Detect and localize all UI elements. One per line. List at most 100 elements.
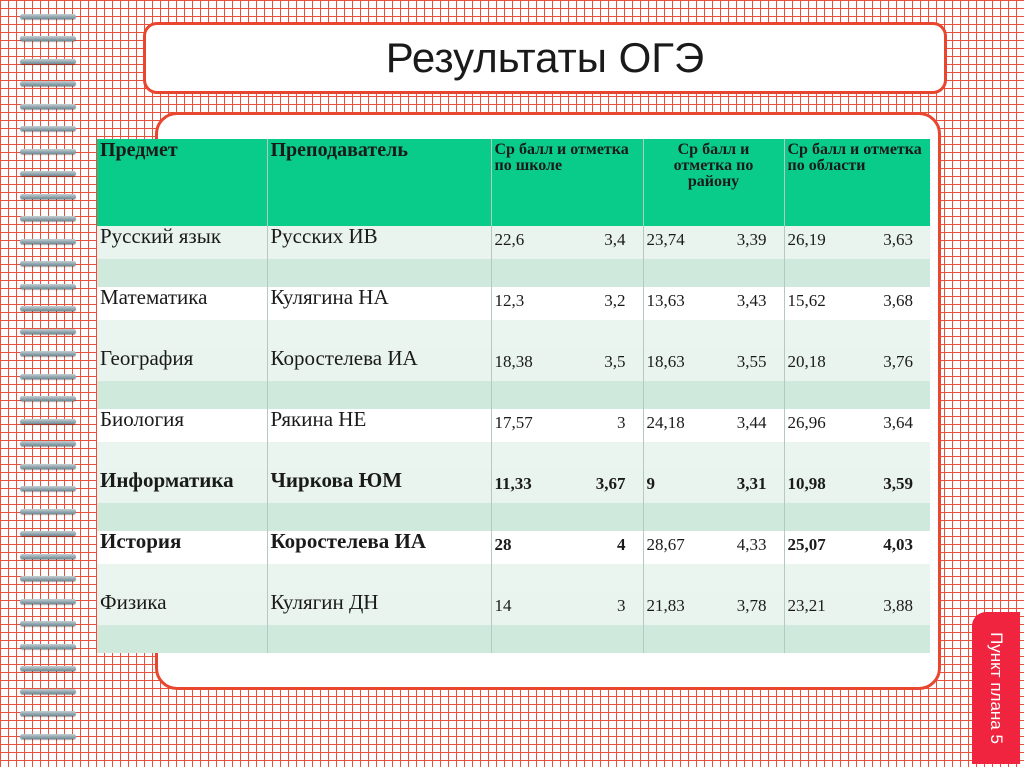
region-grade: 3,64 xyxy=(883,413,913,432)
table-row: История Коростелева ИА 28 4 28,67 4,33 25,… xyxy=(97,531,930,592)
ring xyxy=(20,396,76,401)
district-score: 9 xyxy=(646,474,656,493)
region-grade: 3,76 xyxy=(883,352,913,371)
cell-district: 9 3,31 xyxy=(642,470,784,531)
ring xyxy=(20,576,76,581)
ring xyxy=(20,509,76,514)
table-row: Русский язык Русских ИВ 22,6 3,4 23,74 3,3… xyxy=(97,226,930,287)
ring xyxy=(20,194,76,199)
region-score: 20,18 xyxy=(787,352,826,371)
ring xyxy=(20,441,76,446)
cell-subject: История xyxy=(97,531,267,592)
ring xyxy=(20,126,76,131)
region-score: 25,07 xyxy=(787,535,826,554)
school-grade: 3,2 xyxy=(604,291,626,310)
cell-region: 23,21 3,88 xyxy=(783,592,930,653)
cell-subject: География xyxy=(97,348,267,409)
ring xyxy=(20,149,76,154)
school-score: 18,38 xyxy=(494,352,533,371)
cell-teacher: Коростелева ИА xyxy=(266,531,491,592)
ring xyxy=(20,689,76,694)
table-row: География Коростелева ИА 18,38 3,5 18,63 3… xyxy=(97,348,930,409)
page-title: Результаты ОГЭ xyxy=(385,34,705,81)
cell-subject: Русский язык xyxy=(97,226,267,287)
cell-teacher: Коростелева ИА xyxy=(266,348,491,409)
district-grade: 3,43 xyxy=(736,291,767,310)
region-score: 15,62 xyxy=(787,291,826,310)
cell-subject: Биология xyxy=(97,409,267,470)
ring xyxy=(20,464,76,469)
school-grade: 3 xyxy=(617,596,626,615)
cell-teacher: Кулягин ДН xyxy=(266,592,491,653)
district-grade: 3,44 xyxy=(736,413,767,432)
ring xyxy=(20,329,76,334)
plan-item-label: Пункт плана 5 xyxy=(987,632,1007,744)
cell-school: 28 4 xyxy=(490,531,643,592)
ring xyxy=(20,599,76,604)
cell-teacher: Кулягина НА xyxy=(266,287,491,348)
ring xyxy=(20,216,76,221)
cell-subject: Математика xyxy=(97,287,267,348)
cell-district: 28,67 4,33 xyxy=(642,531,784,592)
header-teacher: Преподаватель xyxy=(266,139,491,226)
district-score: 23,74 xyxy=(646,230,685,249)
region-grade: 4,03 xyxy=(883,535,913,554)
district-grade: 3,39 xyxy=(736,230,767,249)
school-score: 11,33 xyxy=(494,474,532,493)
region-grade: 3,88 xyxy=(883,596,913,615)
ring xyxy=(20,734,76,739)
district-grade: 3,55 xyxy=(736,352,767,371)
ring xyxy=(20,261,76,266)
header-school: Ср балл и отметка по школе xyxy=(490,139,643,226)
notebook-rings xyxy=(20,8,78,763)
region-score: 10,98 xyxy=(787,474,826,493)
school-grade: 3,5 xyxy=(604,352,626,371)
ring xyxy=(20,171,76,176)
header-region: Ср балл и отметка по области xyxy=(783,139,930,226)
school-score: 17,57 xyxy=(494,413,533,432)
cell-region: 26,96 3,64 xyxy=(783,409,930,470)
cell-school: 12,3 3,2 xyxy=(490,287,643,348)
district-grade: 4,33 xyxy=(736,535,767,554)
cell-region: 25,07 4,03 xyxy=(783,531,930,592)
cell-school: 11,33 3,67 xyxy=(490,470,643,531)
ring xyxy=(20,59,76,64)
district-score: 18,63 xyxy=(646,352,685,371)
district-grade: 3,78 xyxy=(736,596,767,615)
ring xyxy=(20,81,76,86)
ring xyxy=(20,14,76,19)
cell-teacher: Чиркова ЮМ xyxy=(266,470,491,531)
ring xyxy=(20,666,76,671)
plan-item-tab[interactable]: Пункт плана 5 xyxy=(972,612,1020,764)
region-score: 23,21 xyxy=(787,596,826,615)
ring xyxy=(20,239,76,244)
table-row: Информатика Чиркова ЮМ 11,33 3,67 9 3,31 1… xyxy=(97,470,930,531)
table-row: Биология Рякина НЕ 17,57 3 24,18 3,44 26,9… xyxy=(97,409,930,470)
ring xyxy=(20,284,76,289)
ring xyxy=(20,36,76,41)
results-table: Предмет Преподаватель Ср балл и отметка … xyxy=(97,139,930,653)
district-score: 13,63 xyxy=(646,291,685,310)
ring xyxy=(20,621,76,626)
district-score: 28,67 xyxy=(646,535,685,554)
school-grade: 4 xyxy=(617,535,626,554)
region-grade: 3,68 xyxy=(883,291,913,310)
school-score: 12,3 xyxy=(494,291,525,310)
cell-school: 14 3 xyxy=(490,592,643,653)
table-row: Физика Кулягин ДН 14 3 21,83 3,78 23,21 3,8… xyxy=(97,592,930,653)
cell-region: 15,62 3,68 xyxy=(783,287,930,348)
cell-district: 23,74 3,39 xyxy=(642,226,784,287)
school-grade: 3,4 xyxy=(604,230,626,249)
ring xyxy=(20,531,76,536)
cell-subject: Информатика xyxy=(97,470,267,531)
school-score: 14 xyxy=(494,596,512,615)
cell-district: 18,63 3,55 xyxy=(642,348,784,409)
cell-district: 21,83 3,78 xyxy=(642,592,784,653)
ring xyxy=(20,554,76,559)
district-grade: 3,31 xyxy=(736,474,767,493)
ring xyxy=(20,351,76,356)
table-header-row: Предмет Преподаватель Ср балл и отметка … xyxy=(97,139,930,226)
region-grade: 3,59 xyxy=(883,474,913,493)
cell-teacher: Рякина НЕ xyxy=(266,409,491,470)
school-grade: 3,67 xyxy=(595,474,626,493)
